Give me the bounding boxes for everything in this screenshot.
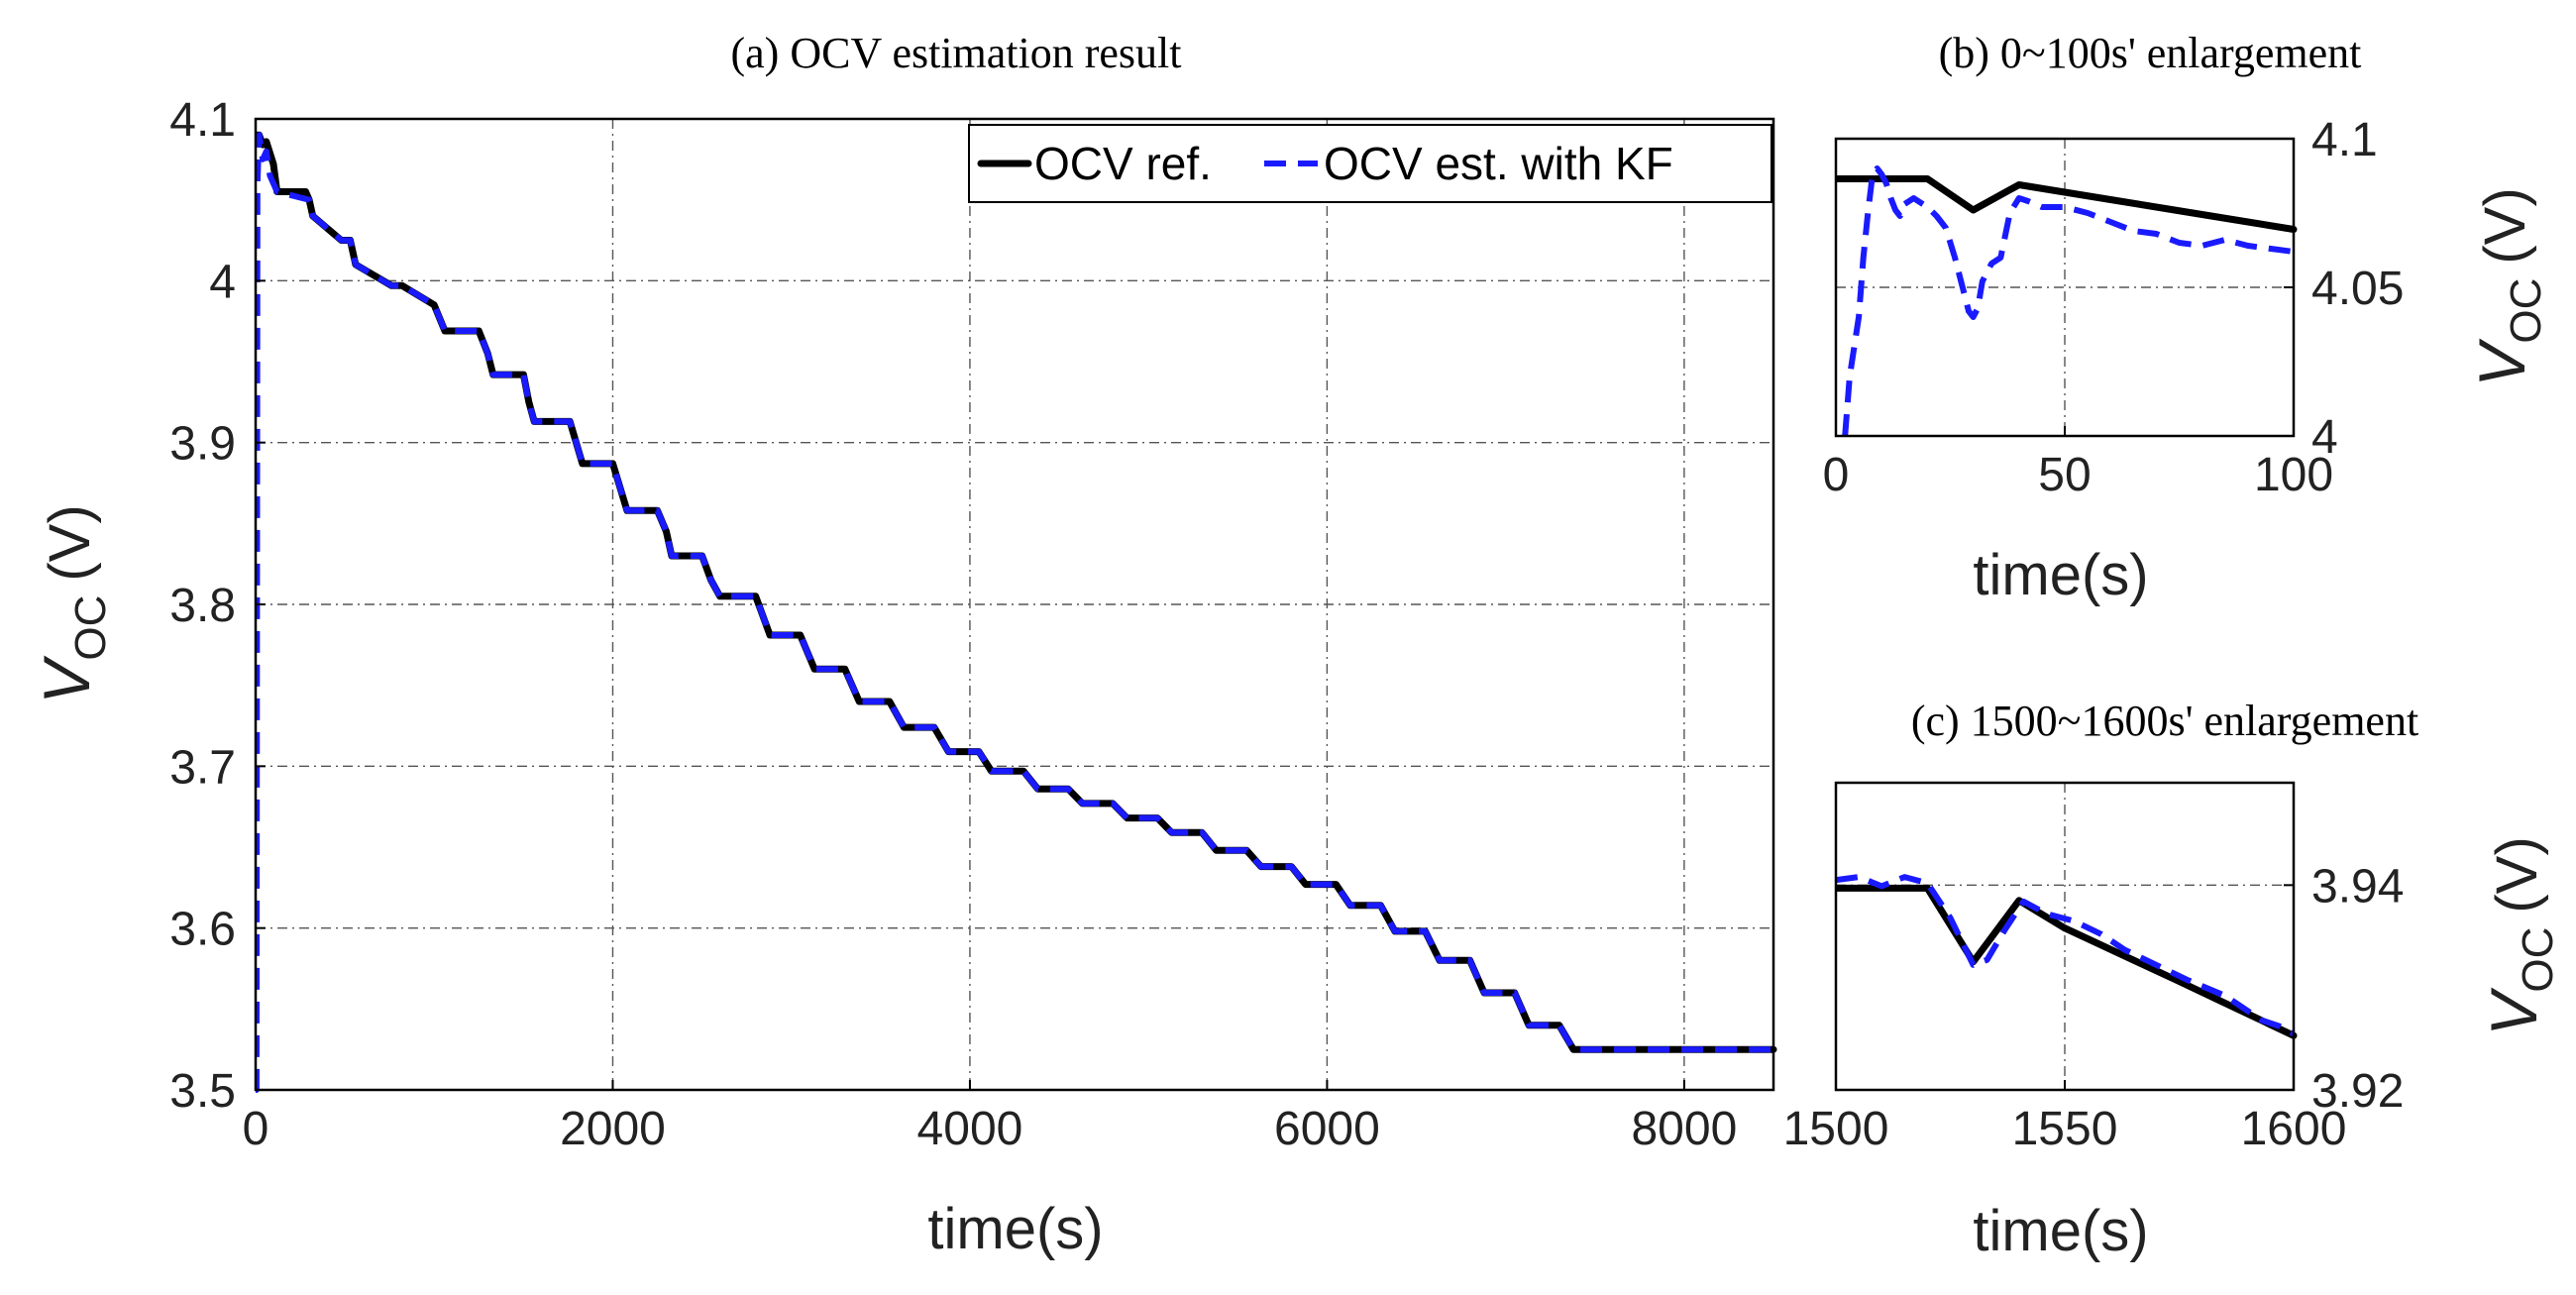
- legend-box: [968, 124, 1772, 203]
- y-tick-label: 3.94: [2311, 860, 2404, 913]
- series-line-ocv-est: [1836, 874, 2296, 1036]
- legend-label-ocv-ref: OCV ref.: [1034, 138, 1212, 189]
- legend-label-ocv-est: OCV est. with KF: [1324, 138, 1673, 189]
- series-line-ocv-ref: [256, 131, 1777, 1053]
- y-axis-label-symbol: V: [2477, 987, 2550, 1036]
- y-tick-label: 3.7: [169, 741, 236, 794]
- x-tick-label: 1600: [2241, 1103, 2347, 1155]
- x-axis-label: time(s): [1973, 1199, 2148, 1263]
- chart-title-a: (a) OCV estimation result: [731, 29, 1182, 77]
- y-axis-label: VOC (V): [2477, 836, 2562, 1035]
- series-line-ocv-ref: [1836, 175, 2298, 233]
- chart-title-c: (c) 1500~1600s' enlargement: [1911, 697, 2418, 745]
- y-tick-label: 3.5: [169, 1065, 236, 1118]
- y-tick-label: 3.8: [169, 580, 236, 632]
- x-tick-label: 1550: [2012, 1103, 2118, 1155]
- y-tick-label: 3.9: [169, 418, 236, 471]
- y-axis-label: VOC (V): [30, 504, 115, 703]
- y-tick-label: 3.6: [169, 904, 236, 956]
- legend: OCV ref. OCV est. with KF: [968, 124, 1772, 203]
- x-axis-label: time(s): [927, 1197, 1103, 1261]
- y-tick-label: 4.1: [169, 94, 236, 147]
- y-axis-label-subscript: OC: [2502, 278, 2550, 344]
- y-tick-label: 4.05: [2311, 263, 2404, 315]
- y-axis-label-unit: (V): [38, 504, 102, 581]
- chart-title-b: (b) 0~100s' enlargement: [1939, 29, 2362, 77]
- y-axis-label: VOC (V): [2465, 187, 2550, 386]
- y-axis-label-symbol: V: [2465, 338, 2538, 387]
- series-line-ocv-ref: [1836, 884, 2298, 1039]
- x-tick-label: 8000: [1631, 1103, 1737, 1155]
- y-tick-label: 3.92: [2311, 1065, 2404, 1118]
- x-tick-label: 1500: [1783, 1103, 1889, 1155]
- x-tick-label: 100: [2254, 449, 2333, 501]
- y-tick-label: 4.1: [2311, 114, 2378, 166]
- series-line-ocv-est: [1842, 165, 2295, 437]
- y-axis-label-subscript: OC: [66, 595, 115, 661]
- series-line-ocv-est: [256, 132, 1773, 1093]
- x-tick-label: 4000: [917, 1103, 1023, 1155]
- x-tick-label: 50: [2038, 449, 2091, 501]
- y-tick-label: 4: [209, 256, 236, 308]
- x-tick-label: 2000: [560, 1103, 666, 1155]
- x-tick-label: 0: [1823, 449, 1850, 501]
- y-axis-label-subscript: OC: [2514, 927, 2562, 993]
- x-tick-label: 6000: [1274, 1103, 1380, 1155]
- chart-panel-a: (a) OCV estimation result 0 2000 4000 6000 80…: [30, 29, 1777, 1261]
- y-tick-label: 4: [2311, 411, 2338, 464]
- x-tick-label: 0: [243, 1103, 269, 1155]
- y-axis-label-symbol: V: [30, 655, 103, 704]
- y-axis-label-unit: (V): [2485, 836, 2549, 913]
- x-axis-label: time(s): [1973, 543, 2148, 607]
- y-axis-label-unit: (V): [2473, 187, 2537, 264]
